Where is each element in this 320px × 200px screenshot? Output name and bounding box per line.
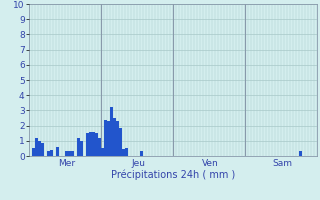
- Bar: [107, 121, 109, 156]
- Bar: [71, 151, 74, 156]
- Bar: [68, 151, 71, 156]
- Bar: [299, 151, 301, 156]
- X-axis label: Précipitations 24h ( mm ): Précipitations 24h ( mm ): [111, 169, 235, 180]
- Bar: [86, 133, 89, 156]
- Bar: [125, 148, 128, 156]
- Bar: [35, 138, 37, 156]
- Bar: [77, 138, 80, 156]
- Bar: [56, 147, 59, 156]
- Bar: [95, 133, 98, 156]
- Bar: [65, 151, 68, 156]
- Bar: [98, 138, 100, 156]
- Bar: [101, 148, 104, 156]
- Bar: [38, 141, 41, 156]
- Bar: [140, 151, 143, 156]
- Bar: [50, 150, 52, 156]
- Bar: [41, 143, 44, 156]
- Bar: [110, 107, 113, 156]
- Bar: [113, 118, 116, 156]
- Bar: [32, 148, 35, 156]
- Bar: [92, 132, 95, 156]
- Bar: [122, 149, 124, 156]
- Bar: [119, 128, 122, 156]
- Bar: [104, 120, 107, 156]
- Bar: [116, 121, 119, 156]
- Bar: [89, 132, 92, 156]
- Bar: [80, 141, 83, 156]
- Bar: [47, 151, 50, 156]
